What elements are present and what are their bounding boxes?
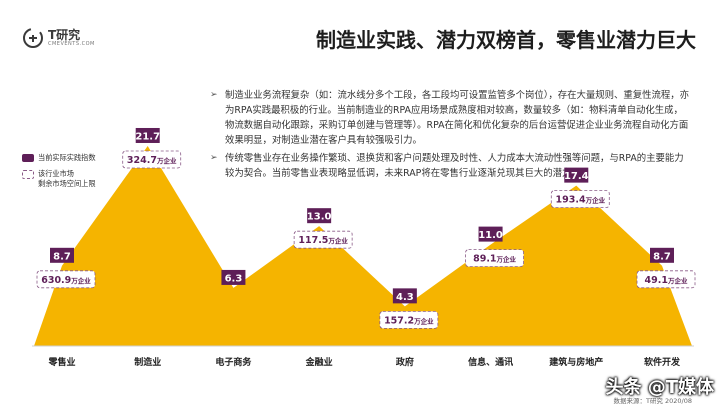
space-label-box: [550, 190, 610, 209]
index-value-label: 8.7: [53, 251, 71, 262]
space-label-box: [379, 310, 439, 329]
space-unit-label: 万企业: [667, 276, 688, 285]
x-tick-label: 电子商务: [215, 356, 252, 368]
page-title: 制造业实践、潜力双榜首，零售业潜力巨大: [316, 28, 696, 52]
space-value-label: 193.4万企业: [556, 195, 606, 206]
space-unit-label: 万企业: [496, 255, 517, 264]
legend-item-index: 当前实际实践指数: [22, 153, 96, 163]
logo-subtext: CMEVENTS.COM: [48, 41, 95, 47]
index-badge: [478, 226, 503, 242]
index-badge: [564, 167, 589, 183]
legend-item-space: 该行业市场 剩余市场空间上限: [22, 169, 96, 189]
x-tick-label: 金融业: [305, 356, 333, 368]
bullet-list: ➢ 制造业业务流程复杂（如：流水线分多个工段，各工段均可设置监管多个岗位），存在…: [210, 88, 690, 184]
watermark: 头条 @T媒体: [605, 377, 714, 398]
index-value-label: 11.0: [478, 230, 503, 241]
x-tick-label: 政府: [396, 356, 414, 368]
space-unit-label: 万企业: [327, 236, 348, 245]
index-value-label: 13.0: [307, 212, 332, 223]
space-value-label: 89.1万企业: [473, 254, 516, 265]
index-badge: [392, 288, 417, 304]
x-tick-label: 信息、通讯: [468, 356, 513, 368]
space-unit-label: 万企业: [585, 196, 606, 205]
space-unit-label: 万企业: [413, 316, 434, 325]
space-value-label: 157.2万企业: [384, 315, 434, 326]
index-badge: [650, 247, 674, 263]
legend-label-index: 当前实际实践指数: [38, 153, 96, 162]
index-badge: [50, 247, 74, 263]
index-value-label: 4.3: [396, 292, 414, 303]
index-value-label: 17.4: [564, 171, 589, 182]
index-value-label: 21.7: [135, 131, 160, 142]
index-badge: [135, 127, 160, 143]
space-value-label: 630.9万企业: [41, 275, 91, 286]
chart-legend: 当前实际实践指数 该行业市场 剩余市场空间上限: [22, 153, 96, 195]
space-unit-label: 万企业: [70, 276, 91, 285]
data-source: 数据来源：T研究 2020/08: [613, 397, 692, 405]
bullet-item: ➢ 传统零售业存在业务操作繁琐、退换货和客户问题处理及时性、人力成本大流动性强等…: [210, 151, 690, 181]
space-unit-label: 万企业: [156, 156, 177, 165]
space-label-box: [636, 270, 696, 289]
arrow-bullet-icon: ➢: [210, 90, 218, 100]
bullet-text: 制造业业务流程复杂（如：流水线分多个工段，各工段均可设置监管多个岗位），存在大量…: [225, 90, 690, 146]
x-tick-label: 建筑与房地产: [549, 356, 603, 368]
logo-text: T研究: [48, 28, 81, 42]
bullet-text: 传统零售业存在业务操作繁琐、退换货和客户问题处理及时性、人力成本大流动性强等问题…: [225, 153, 684, 179]
space-value-label: 49.1万企业: [645, 275, 688, 286]
index-value-label: 6.3: [225, 273, 243, 284]
space-value-label: 324.7万企业: [127, 155, 177, 166]
logo: T研究 CMEVENTS.COM: [22, 27, 95, 49]
legend-label-space: 该行业市场 剩余市场空间上限: [38, 169, 96, 188]
space-value-label: 117.5万企业: [298, 235, 348, 246]
space-label-box: [293, 230, 353, 249]
logo-icon: [23, 28, 43, 48]
arrow-bullet-icon: ➢: [210, 153, 218, 163]
x-tick-label: 制造业: [134, 356, 161, 368]
legend-swatch-space: [22, 170, 34, 179]
x-tick-label: 零售业: [47, 356, 75, 368]
space-label-box: [465, 249, 524, 268]
x-tick-label: 软件开发: [644, 356, 681, 368]
index-badge: [307, 208, 332, 224]
space-label-box: [122, 150, 182, 169]
legend-swatch-index: [22, 154, 34, 162]
bullet-item: ➢ 制造业业务流程复杂（如：流水线分多个工段，各工段均可设置监管多个岗位），存在…: [210, 88, 690, 148]
space-label-box: [36, 270, 96, 289]
index-value-label: 8.7: [653, 251, 671, 262]
area-series: [34, 145, 692, 346]
index-badge: [221, 269, 246, 285]
